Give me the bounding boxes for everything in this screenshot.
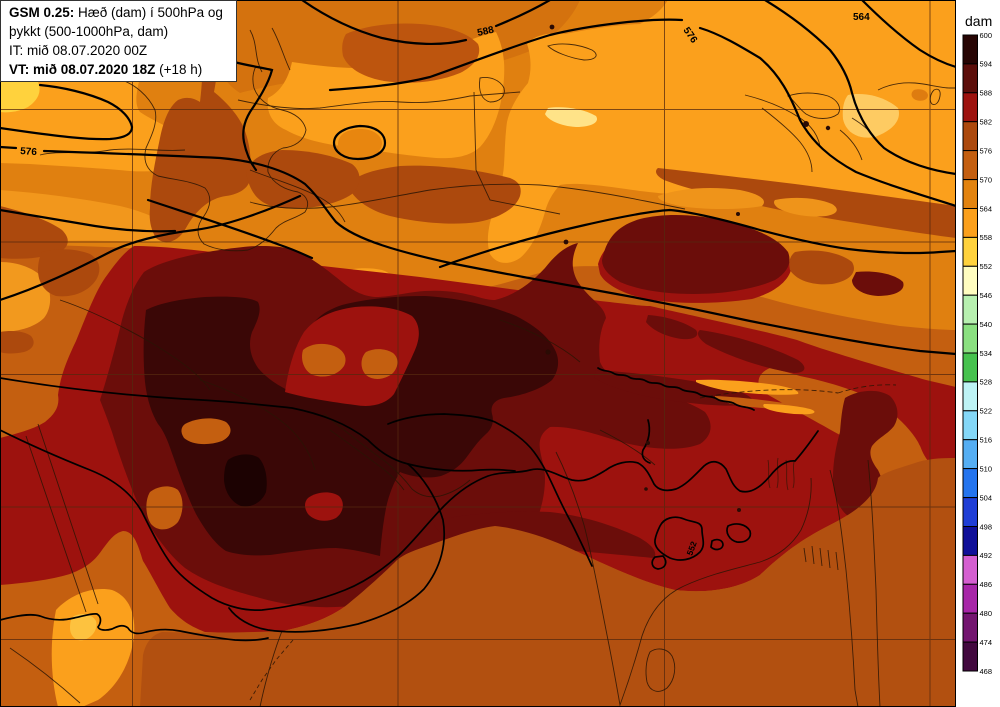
svg-text:486: 486 <box>980 580 993 589</box>
svg-text:558: 558 <box>980 233 993 242</box>
svg-text:468: 468 <box>980 667 993 676</box>
svg-text:594: 594 <box>980 60 993 69</box>
svg-text:522: 522 <box>980 407 993 416</box>
svg-text:582: 582 <box>980 118 993 127</box>
svg-text:564: 564 <box>853 12 870 23</box>
svg-text:498: 498 <box>980 522 993 531</box>
svg-text:552: 552 <box>980 262 993 271</box>
svg-text:564: 564 <box>980 204 993 213</box>
svg-text:534: 534 <box>980 349 993 358</box>
svg-text:600: 600 <box>980 31 993 40</box>
svg-text:576: 576 <box>980 146 993 155</box>
svg-text:540: 540 <box>980 320 993 329</box>
svg-text:492: 492 <box>980 551 993 560</box>
svg-text:516: 516 <box>980 436 993 445</box>
svg-text:480: 480 <box>980 609 993 618</box>
svg-text:546: 546 <box>980 291 993 300</box>
svg-text:552: 552 <box>684 540 698 557</box>
svg-text:510: 510 <box>980 464 993 473</box>
svg-text:504: 504 <box>980 493 993 502</box>
svg-text:528: 528 <box>980 378 993 387</box>
svg-text:588: 588 <box>980 89 993 98</box>
svg-text:474: 474 <box>980 638 993 647</box>
svg-text:588: 588 <box>476 25 495 39</box>
svg-text:570: 570 <box>980 175 993 184</box>
svg-text:576: 576 <box>20 146 38 158</box>
